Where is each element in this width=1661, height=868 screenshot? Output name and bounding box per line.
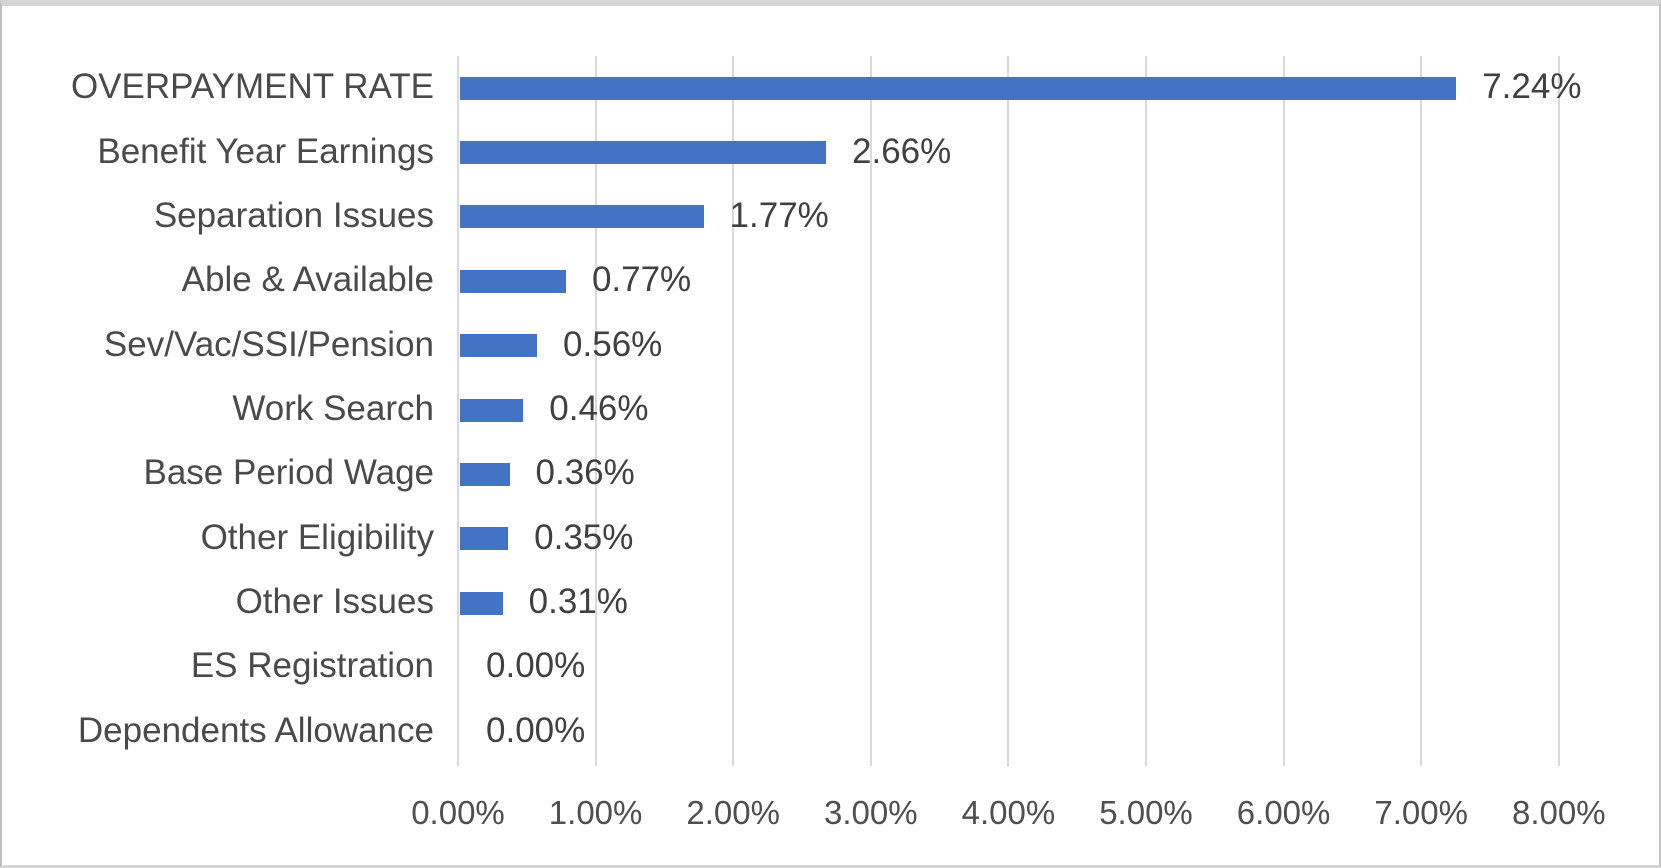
bar	[460, 527, 509, 551]
gridline	[1007, 56, 1010, 766]
gridline	[1557, 56, 1560, 766]
bar	[460, 205, 704, 229]
gridline	[1282, 56, 1285, 766]
gridline	[732, 56, 735, 766]
gridline	[869, 56, 872, 766]
gridline	[1420, 56, 1423, 766]
x-tick-label: 6.00%	[1236, 794, 1331, 831]
x-tick-label: 4.00%	[961, 794, 1056, 831]
x-tick-label: 0.00%	[411, 794, 505, 831]
data-label: 0.46%	[549, 389, 649, 429]
bar	[460, 269, 566, 293]
bar	[460, 141, 827, 165]
x-tick-label: 7.00%	[1374, 794, 1468, 831]
data-label: 0.35%	[534, 517, 634, 557]
category-label: OVERPAYMENT RATE	[70, 67, 434, 107]
data-label: 2.66%	[852, 131, 952, 171]
data-label: 0.77%	[591, 260, 692, 300]
category-label: Other Issues	[235, 582, 434, 622]
gridline	[1145, 56, 1147, 766]
category-label: ES Registration	[190, 646, 434, 686]
category-label: Able & Available	[181, 260, 434, 300]
bar	[460, 398, 524, 422]
gridline	[594, 56, 597, 766]
bar	[460, 591, 503, 615]
x-tick-label: 1.00%	[548, 794, 643, 831]
category-label: Benefit Year Earnings	[97, 131, 434, 171]
category-label: Work Search	[232, 389, 434, 429]
category-label: Separation Issues	[153, 196, 434, 236]
x-tick-label: 2.00%	[686, 794, 780, 831]
x-tick-label: 8.00%	[1512, 794, 1606, 831]
plot-area: OVERPAYMENT RATE 7.24% Benefit Year Earnin…	[2, 6, 1659, 865]
gridline	[457, 56, 459, 766]
data-label: 0.00%	[486, 646, 586, 686]
bar	[460, 334, 538, 358]
data-label: 0.31%	[528, 582, 628, 622]
x-tick-label: 5.00%	[1099, 794, 1193, 831]
bar	[460, 462, 510, 486]
data-label: 7.24%	[1482, 67, 1582, 107]
x-tick-label: 3.00%	[824, 794, 918, 831]
category-label: Sev/Vac/SSI/Pension	[103, 324, 434, 364]
category-label: Base Period Wage	[143, 453, 434, 493]
category-label: Dependents Allowance	[77, 711, 434, 751]
data-label: 1.77%	[729, 196, 829, 236]
bar	[460, 76, 1457, 100]
data-label: 0.36%	[535, 453, 635, 493]
data-label: 0.56%	[563, 324, 663, 364]
data-label: 0.00%	[486, 711, 586, 751]
category-label: Other Eligibility	[200, 517, 434, 557]
